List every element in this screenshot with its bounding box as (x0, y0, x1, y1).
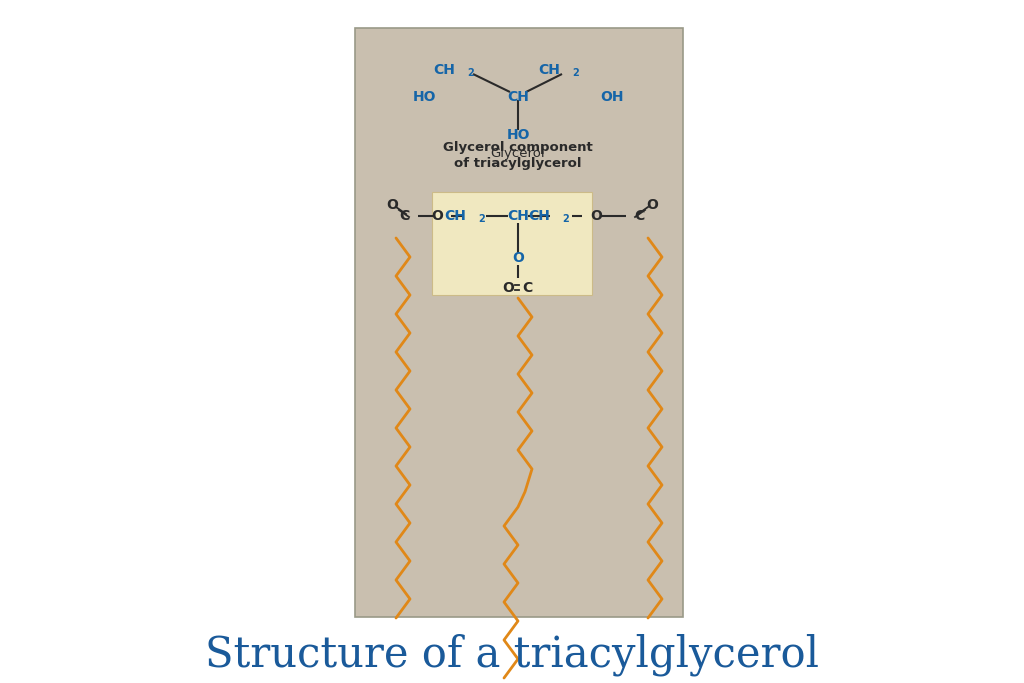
Text: C: C (634, 209, 644, 223)
Bar (355, 28, 683, 617)
Text: HO: HO (414, 90, 437, 104)
Text: Glycerol: Glycerol (490, 146, 546, 160)
Text: CH: CH (528, 209, 550, 223)
Text: 2: 2 (478, 214, 484, 224)
Text: CH: CH (433, 63, 455, 77)
Text: O: O (502, 281, 514, 295)
Bar (432, 192, 592, 295)
Text: CH: CH (507, 209, 529, 223)
Text: CH: CH (507, 90, 529, 104)
Text: 2: 2 (562, 214, 568, 224)
Text: CH: CH (444, 209, 466, 223)
Text: O: O (512, 251, 524, 265)
Text: of triacylglycerol: of triacylglycerol (455, 156, 582, 169)
Text: Structure of a triacylglycerol: Structure of a triacylglycerol (205, 634, 819, 676)
Text: OH: OH (600, 90, 624, 104)
Text: O: O (386, 198, 398, 212)
Text: HO: HO (506, 128, 529, 142)
Text: CH: CH (539, 63, 560, 77)
Text: Glycerol component: Glycerol component (443, 141, 593, 154)
Text: C: C (399, 209, 410, 223)
Text: 2: 2 (572, 68, 579, 78)
Text: 2: 2 (467, 68, 474, 78)
Text: C: C (522, 281, 532, 295)
Text: O: O (590, 209, 602, 223)
Text: O: O (646, 198, 658, 212)
Text: O: O (431, 209, 443, 223)
